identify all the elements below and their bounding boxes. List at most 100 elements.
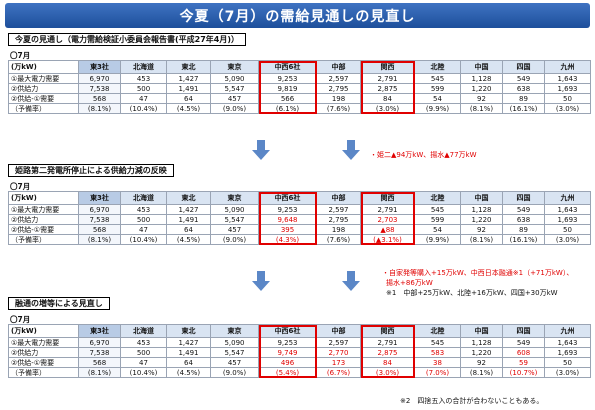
table-cell: 9,819: [258, 83, 317, 94]
table-row: ②供給力 7,538 500 1,491 5,547 9,648 2,795 2,703 599…: [8, 214, 591, 225]
table-cell: 1,220: [460, 83, 503, 94]
down-arrow-icon: [252, 271, 270, 291]
table-cell: (8.1%): [460, 234, 503, 245]
table-cell: 2,703: [360, 214, 415, 225]
column-header: 北海道: [120, 60, 167, 74]
table-cell: (9.0%): [210, 103, 259, 114]
table-cell: (10.4%): [120, 367, 167, 378]
column-header: 東3社: [78, 60, 121, 74]
row-label: ②供給力: [8, 83, 79, 94]
column-header: 中部: [316, 324, 361, 338]
table-cell: 638: [502, 83, 545, 94]
column-header: 北陸: [414, 191, 461, 205]
table-cell: 50: [544, 357, 591, 368]
page-title: 今夏（7月）の需給見通しの見直し: [5, 3, 590, 28]
table-cell: 1,643: [544, 337, 591, 348]
table-cell: 7,538: [78, 83, 121, 94]
down-arrow-icon: [342, 271, 360, 291]
table-row: ①最大電力需要 6,970 453 1,427 5,090 9,253 2,597 2,791…: [8, 204, 591, 215]
column-header: 九州: [544, 191, 591, 205]
table-cell: 84: [360, 93, 415, 104]
table-cell: 198: [316, 93, 361, 104]
column-header: 中部: [316, 60, 361, 74]
column-header: 九州: [544, 60, 591, 74]
column-header: 東京: [210, 191, 259, 205]
table-cell: 566: [258, 93, 317, 104]
table-cell: (3.0%): [360, 367, 415, 378]
table-cell: 9,648: [258, 214, 317, 225]
table-cell: 568: [78, 357, 121, 368]
table-cell: 457: [210, 224, 259, 235]
table-cell: (7.6%): [316, 234, 361, 245]
table-cell: 583: [414, 347, 461, 358]
table-cell: 545: [414, 73, 461, 84]
table-cell: 9,253: [258, 337, 317, 348]
table-cell: (10.4%): [120, 234, 167, 245]
table-cell: 64: [166, 93, 211, 104]
table-cell: 1,128: [460, 73, 503, 84]
table-cell: 568: [78, 93, 121, 104]
column-header: 中国: [460, 324, 503, 338]
table-cell: (9.0%): [210, 367, 259, 378]
table-cell: 549: [502, 204, 545, 215]
table-cell: 6,970: [78, 337, 121, 348]
row-label: ①最大電力需要: [8, 337, 79, 348]
table-cell: 638: [502, 214, 545, 225]
column-header: 北陸: [414, 324, 461, 338]
table-cell: 496: [258, 357, 317, 368]
table-cell: 5,547: [210, 347, 259, 358]
table-cell: (4.5%): [166, 103, 211, 114]
table-cell: 1,220: [460, 214, 503, 225]
table-cell: (▲3.1%): [360, 234, 415, 245]
table-cell: 453: [120, 337, 167, 348]
table-cell: (5.4%): [258, 367, 317, 378]
table-cell: 5,090: [210, 73, 259, 84]
table-cell: 1,491: [166, 83, 211, 94]
table-cell: 457: [210, 357, 259, 368]
table-cell: 545: [414, 337, 461, 348]
table-cell: 38: [414, 357, 461, 368]
column-header: 関西: [360, 191, 415, 205]
supply-demand-table: (万kW)東3社北海道東北東京中西6社中部関西北陸中国四国九州9電力①最大電力需…: [8, 324, 591, 378]
column-header: 東京: [210, 324, 259, 338]
note-himeji: ・姫二▲94万kW、揚水▲77万kW: [370, 151, 477, 159]
table-cell: 59: [502, 357, 545, 368]
table-row: ②供給力 7,538 500 1,491 5,547 9,749 2,770 2,875 583…: [8, 347, 591, 358]
table-cell: 2,795: [316, 214, 361, 225]
row-label: （予備率）: [8, 234, 79, 245]
table-cell: (3.0%): [544, 367, 591, 378]
table-cell: 198: [316, 224, 361, 235]
table-cell: (8.1%): [460, 367, 503, 378]
table-cell: 92: [460, 93, 503, 104]
table-cell: 599: [414, 83, 461, 94]
table-cell: 6,970: [78, 73, 121, 84]
row-label: （予備率）: [8, 103, 79, 114]
table-cell: (8.1%): [78, 367, 121, 378]
table-cell: (16.1%): [502, 234, 545, 245]
supply-demand-table: (万kW)東3社北海道東北東京中西6社中部関西北陸中国四国九州9電力①最大電力需…: [8, 60, 591, 114]
table-cell: (10.4%): [120, 103, 167, 114]
table-cell: 54: [414, 224, 461, 235]
table-cell: (4.3%): [258, 234, 317, 245]
table-cell: 1,427: [166, 204, 211, 215]
table-cell: (6.7%): [316, 367, 361, 378]
table-cell: 549: [502, 337, 545, 348]
table-cell: 47: [120, 357, 167, 368]
table-cell: 1,643: [544, 73, 591, 84]
table-cell: 89: [502, 93, 545, 104]
column-header: 東3社: [78, 191, 121, 205]
table-cell: (9.0%): [210, 234, 259, 245]
column-header: (万kW): [8, 60, 79, 74]
column-header: 東北: [166, 60, 211, 74]
section-title: 融通の増等による見直し: [8, 297, 110, 310]
row-label: （予備率）: [8, 367, 79, 378]
column-header: 中西6社: [258, 191, 317, 205]
row-label: ①最大電力需要: [8, 73, 79, 84]
column-header: 中部: [316, 191, 361, 205]
table-cell: 89: [502, 224, 545, 235]
table-cell: 1,693: [544, 214, 591, 225]
table-header-row: (万kW)東3社北海道東北東京中西6社中部関西北陸中国四国九州9電力: [8, 191, 591, 205]
table-cell: 568: [78, 224, 121, 235]
table-cell: 1,427: [166, 73, 211, 84]
